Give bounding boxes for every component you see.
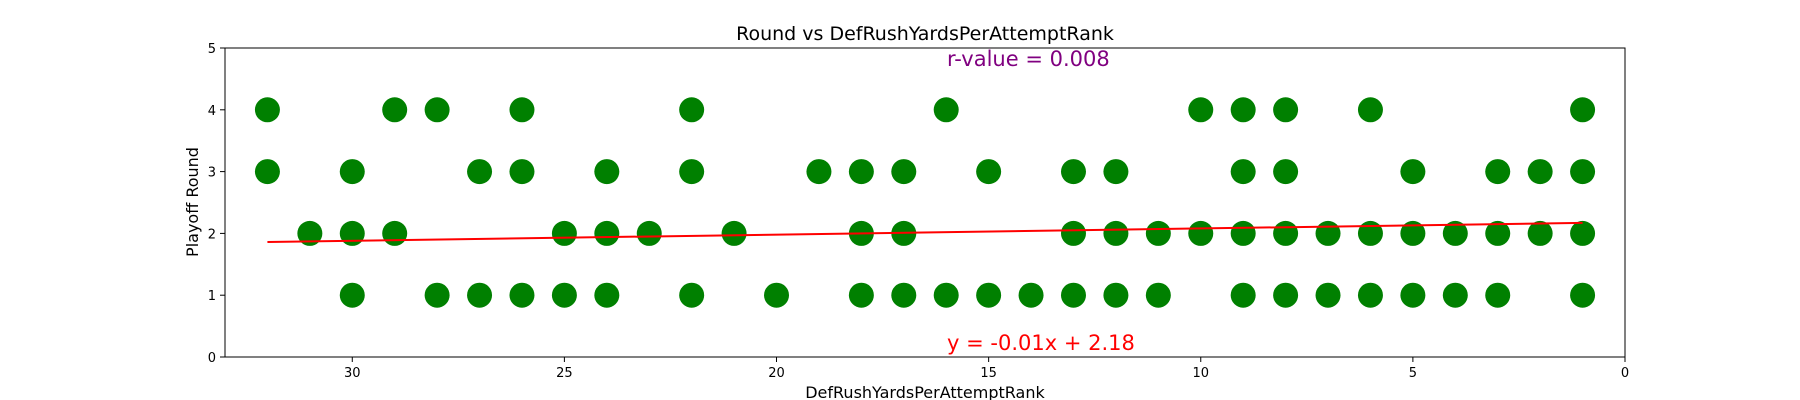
- data-point: [425, 283, 450, 308]
- data-point: [1400, 283, 1425, 308]
- y-axis-label: Playoff Round: [183, 147, 202, 257]
- data-point: [1570, 97, 1595, 122]
- x-tick-label: 30: [344, 366, 361, 381]
- data-point: [1316, 221, 1341, 246]
- data-point: [509, 97, 534, 122]
- data-point: [976, 283, 1001, 308]
- y-tick-label: 2: [208, 227, 216, 242]
- data-point: [382, 221, 407, 246]
- data-point: [509, 283, 534, 308]
- data-point: [891, 283, 916, 308]
- y-tick-label: 0: [208, 351, 216, 366]
- data-point: [934, 97, 959, 122]
- data-point: [891, 159, 916, 184]
- data-point: [467, 283, 492, 308]
- data-point: [1443, 283, 1468, 308]
- data-point: [1273, 97, 1298, 122]
- data-point: [1188, 221, 1213, 246]
- data-point: [849, 159, 874, 184]
- plot-layer: [255, 97, 1595, 307]
- data-point: [679, 97, 704, 122]
- data-point: [1400, 159, 1425, 184]
- data-point: [1485, 159, 1510, 184]
- chart-title: Round vs DefRushYardsPerAttemptRank: [736, 23, 1114, 45]
- data-point: [1146, 221, 1171, 246]
- data-point: [1231, 283, 1256, 308]
- data-point: [1358, 97, 1383, 122]
- data-point: [340, 159, 365, 184]
- data-point: [1231, 97, 1256, 122]
- data-point: [1231, 221, 1256, 246]
- data-point: [1103, 159, 1128, 184]
- data-point: [1570, 283, 1595, 308]
- x-tick-label: 20: [768, 366, 785, 381]
- data-point: [594, 283, 619, 308]
- data-point: [1061, 159, 1086, 184]
- x-tick-label: 0: [1621, 366, 1629, 381]
- x-tick-label: 10: [1192, 366, 1209, 381]
- data-point: [1103, 283, 1128, 308]
- equation-annotation: y = -0.01x + 2.18: [947, 331, 1135, 355]
- data-point: [425, 97, 450, 122]
- data-point: [1316, 283, 1341, 308]
- x-tick-label: 25: [556, 366, 573, 381]
- data-point: [1528, 221, 1553, 246]
- data-point: [594, 221, 619, 246]
- y-tick-label: 3: [208, 166, 216, 181]
- data-point: [509, 159, 534, 184]
- y-tick-label: 4: [208, 104, 216, 119]
- data-point: [552, 221, 577, 246]
- data-point: [976, 159, 1001, 184]
- data-point: [1358, 283, 1383, 308]
- x-axis-label: DefRushYardsPerAttemptRank: [805, 383, 1045, 400]
- data-point: [552, 283, 577, 308]
- data-point: [1019, 283, 1044, 308]
- data-point: [340, 283, 365, 308]
- data-point: [1103, 221, 1128, 246]
- rvalue-annotation: r-value = 0.008: [947, 47, 1110, 71]
- data-point: [1231, 159, 1256, 184]
- data-point: [934, 283, 959, 308]
- x-tick-label: 15: [980, 366, 997, 381]
- data-point: [255, 159, 280, 184]
- data-point: [679, 283, 704, 308]
- data-point: [594, 159, 619, 184]
- data-point: [679, 159, 704, 184]
- data-point: [806, 159, 831, 184]
- data-point: [1485, 283, 1510, 308]
- data-point: [255, 97, 280, 122]
- data-point: [1146, 283, 1171, 308]
- y-tick-label: 5: [208, 42, 216, 57]
- data-point: [849, 283, 874, 308]
- data-point: [1570, 159, 1595, 184]
- y-tick-label: 1: [208, 289, 216, 304]
- x-tick-label: 5: [1409, 366, 1417, 381]
- data-point: [1570, 221, 1595, 246]
- data-point: [722, 221, 747, 246]
- regression-line: [267, 223, 1582, 242]
- data-point: [340, 221, 365, 246]
- data-point: [764, 283, 789, 308]
- data-point: [1273, 159, 1298, 184]
- data-point: [1273, 221, 1298, 246]
- data-point: [637, 221, 662, 246]
- data-point: [1528, 159, 1553, 184]
- data-point: [1273, 283, 1298, 308]
- data-point: [1188, 97, 1213, 122]
- data-point: [1061, 283, 1086, 308]
- ticks-layer: 30 25 20 15 10 5 0 0 1 2 3 4 5: [208, 42, 1629, 381]
- data-point: [467, 159, 492, 184]
- plot-frame: [225, 48, 1625, 357]
- data-point: [382, 97, 407, 122]
- data-point: [1358, 221, 1383, 246]
- data-point: [1061, 221, 1086, 246]
